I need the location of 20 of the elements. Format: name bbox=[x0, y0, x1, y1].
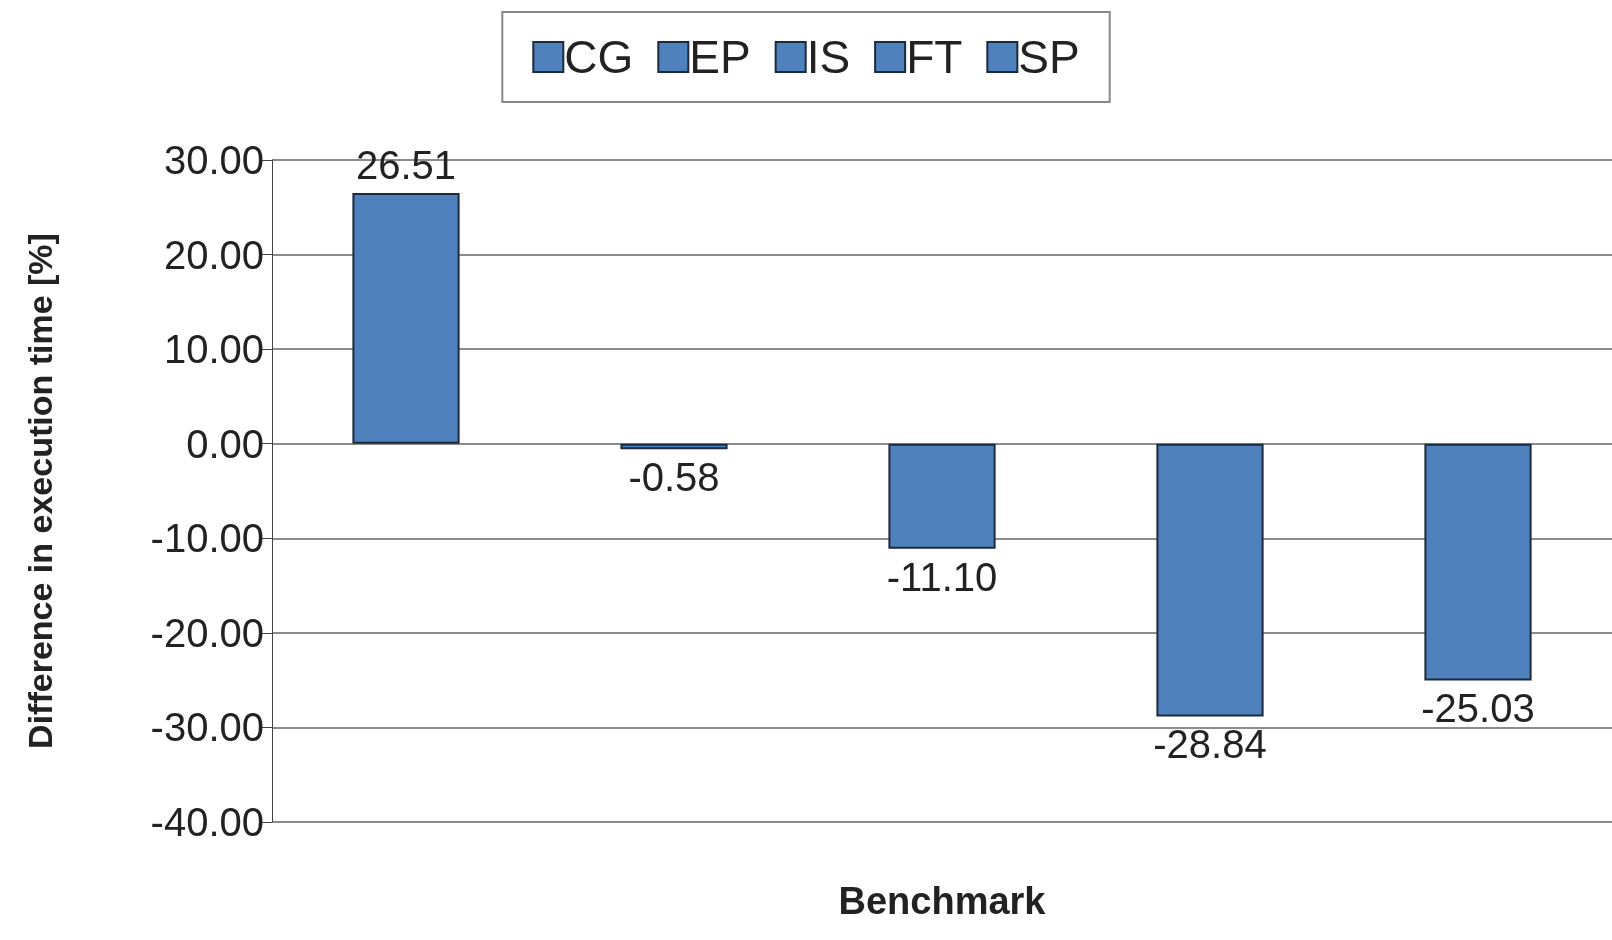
x-axis-title: Benchmark bbox=[838, 880, 1047, 922]
legend-label: IS bbox=[806, 31, 851, 83]
y-tick-label: -20.00 bbox=[150, 610, 264, 655]
legend-label: EP bbox=[689, 31, 751, 83]
y-tick-label: 0.00 bbox=[186, 421, 264, 466]
data-label: -25.03 bbox=[1421, 686, 1535, 731]
legend-label: CG bbox=[564, 31, 634, 83]
legend-label: SP bbox=[1018, 31, 1080, 83]
data-label: 26.51 bbox=[355, 143, 457, 188]
y-tick-label: -10.00 bbox=[150, 516, 264, 561]
data-label: -0.58 bbox=[628, 455, 720, 500]
data-label: -11.10 bbox=[886, 554, 998, 599]
y-tick-label: -40.00 bbox=[150, 800, 264, 844]
data-label: -28.84 bbox=[1153, 722, 1267, 767]
y-axis-title: Difference in execution time [%] bbox=[21, 233, 59, 749]
y-tick-label: 10.00 bbox=[163, 327, 264, 372]
y-tick-label: 20.00 bbox=[163, 232, 264, 277]
y-tick-label: -30.00 bbox=[150, 705, 264, 750]
legend-label: FT bbox=[906, 31, 963, 83]
y-tick-label: 30.00 bbox=[163, 138, 264, 182]
